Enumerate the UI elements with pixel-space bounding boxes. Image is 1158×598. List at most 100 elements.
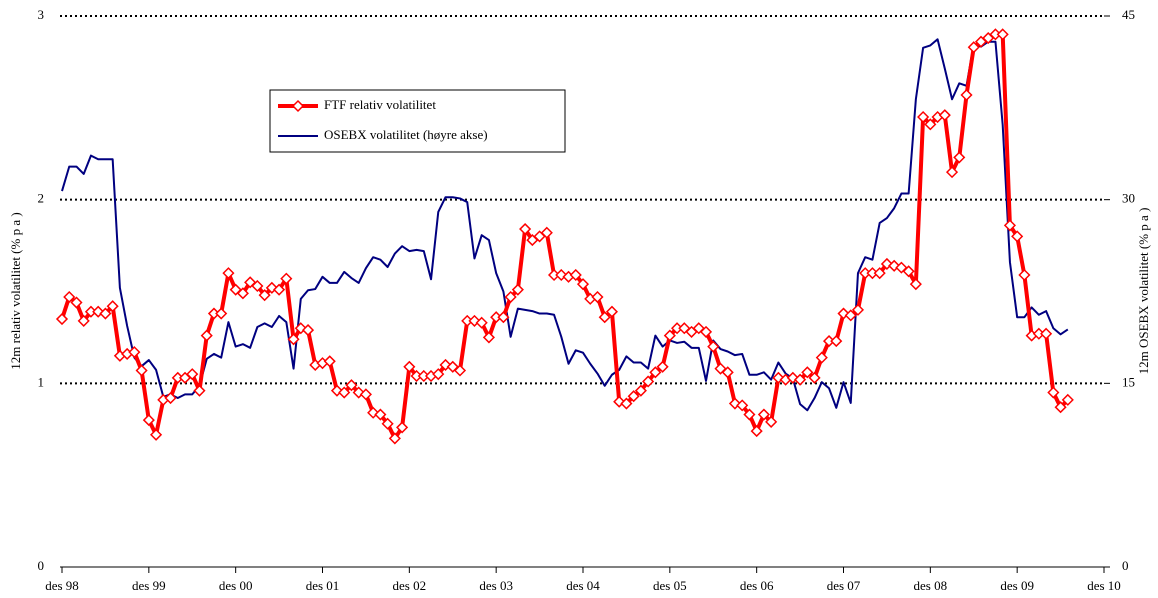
marker [699,325,713,338]
marker [77,314,90,327]
marker [765,415,778,428]
marker [757,408,770,421]
marker [953,151,966,164]
marker [511,283,524,296]
marker [873,267,886,280]
marker [649,366,662,379]
marker [851,303,865,316]
marker [736,399,749,412]
marker [605,305,619,318]
marker [627,390,640,403]
marker [1047,386,1060,399]
marker [880,257,893,271]
marker [236,287,249,300]
y2-tick-label: 15 [1122,374,1135,389]
marker [200,329,213,342]
series-line [61,38,1069,412]
marker [352,386,365,399]
marker [55,312,69,326]
marker [92,305,105,318]
legend-label: FTF relativ volatilitet [324,97,436,112]
marker [540,226,553,239]
marker [707,340,720,353]
marker [403,360,416,373]
marker [193,384,206,397]
marker [598,311,611,324]
legend-label: OSEBX volatilitet (høyre akse) [324,127,488,142]
marker [960,88,973,102]
x-tick-label: des 01 [306,578,340,593]
marker [938,109,951,122]
marker [801,366,814,379]
marker [569,268,582,282]
x-tick-label: des 07 [827,578,861,593]
marker [902,265,915,278]
marker [591,290,604,304]
marker [1003,219,1016,232]
x-tick-label: des 08 [914,578,948,593]
marker [388,432,401,445]
marker [338,386,351,399]
y-tick-label: 0 [38,558,45,573]
marker [258,289,271,302]
marker [301,324,315,337]
marker [453,364,467,377]
y2-tick-label: 30 [1122,191,1135,206]
marker [273,283,286,296]
marker [374,408,387,421]
marker [142,414,155,427]
marker [743,408,756,421]
marker [345,379,358,392]
marker [432,368,445,381]
marker [215,307,228,320]
y-axis-label: 12m relativ volatilitet (% p a ) [8,212,23,369]
marker [967,41,980,54]
marker [504,290,517,304]
x-tick-label: des 99 [132,578,166,593]
x-tick-label: des 05 [653,578,687,593]
marker [381,417,394,430]
marker [663,329,676,342]
marker [482,331,495,344]
marker [642,375,655,388]
x-tick-label: des 02 [393,578,427,593]
x-tick-label: des 06 [740,578,774,593]
marker [222,267,235,280]
marker [164,391,177,405]
marker [63,290,76,304]
x-tick-label: des 00 [219,578,253,593]
marker [728,397,742,410]
y2-tick-label: 45 [1122,7,1135,22]
marker [909,278,922,291]
marker [1011,230,1024,243]
marker [150,428,163,441]
x-tick-label: des 03 [479,578,513,593]
marker [678,322,691,335]
marker [1054,401,1067,414]
marker [794,373,807,386]
marker [135,364,148,377]
marker [1040,327,1053,340]
marker [888,259,901,272]
marker [613,395,626,408]
marker [280,272,293,285]
marker [634,384,647,397]
y-tick-label: 1 [38,374,45,389]
marker [497,311,510,324]
marker [99,307,112,320]
x-tick-label: des 10 [1087,578,1121,593]
marker [656,360,669,373]
marker [620,397,633,410]
marker [555,268,568,282]
marker [808,371,821,384]
marker [265,281,278,294]
marker [251,279,264,293]
marker [519,222,532,236]
legend-box [269,89,566,153]
marker [359,388,372,401]
marker [1018,268,1031,282]
marker [917,110,930,124]
marker [287,333,300,346]
marker [367,406,380,419]
